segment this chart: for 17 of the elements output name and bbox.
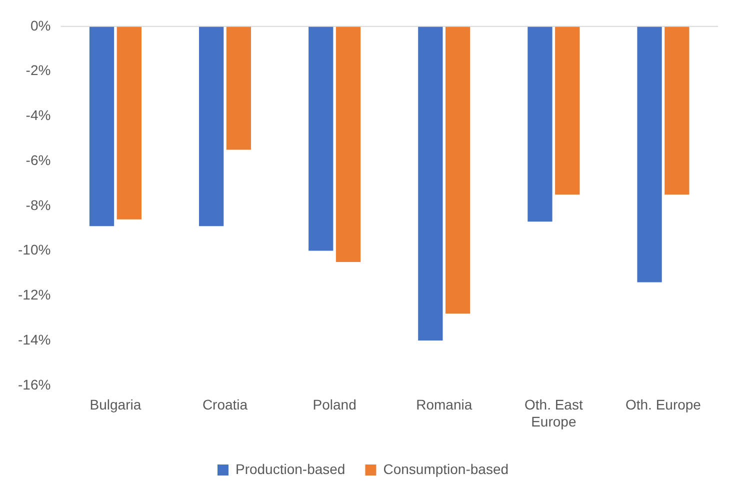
y-tick-label: -14% <box>18 331 51 348</box>
y-tick-label: -6% <box>26 152 51 168</box>
y-tick-label: -10% <box>18 242 51 258</box>
y-tick-label: -12% <box>18 286 51 303</box>
x-tick-label: Poland <box>312 396 356 413</box>
legend-label: Consumption-based <box>383 460 509 477</box>
legend-label: Production-based <box>235 460 346 477</box>
y-tick-label: -8% <box>26 196 51 213</box>
x-tick-label: Oth. East Europe <box>524 396 583 430</box>
y-tick-label: 0% <box>30 17 51 34</box>
y-tick-label: -4% <box>26 107 51 124</box>
x-tick-label: Oth. Europe <box>625 396 702 413</box>
x-tick-label: Bulgaria <box>90 396 142 413</box>
y-tick-label: -16% <box>18 376 51 392</box>
x-tick-label: Romania <box>416 396 472 413</box>
x-tick-label: Croatia <box>202 396 248 413</box>
y-tick-label: -2% <box>26 62 51 78</box>
